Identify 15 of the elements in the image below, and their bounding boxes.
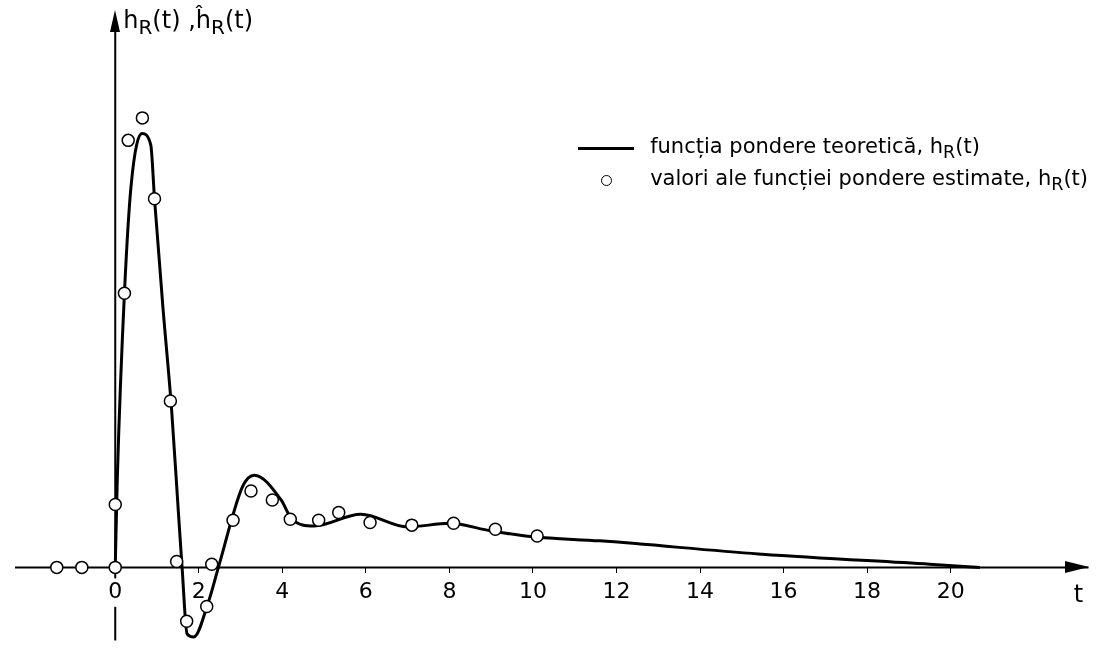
x-tick-label: 16 (769, 578, 798, 604)
y-axis-title: h$_{R}$(t) ,ĥ$_{R}$(t) (123, 6, 254, 39)
x-tick-label: 20 (936, 578, 965, 604)
x-tick-label: 0 (108, 578, 123, 604)
legend-label: valori ale funcției pondere estimate, h$_{R}$(t) (650, 166, 1088, 195)
x-tick-label: 14 (686, 578, 715, 604)
legend-label: funcția pondere teoretică, h$_{R}$(t) (650, 134, 980, 163)
x-tick-label: 12 (602, 578, 631, 604)
x-tick-label: 2 (191, 578, 206, 604)
x-tick-label: 18 (853, 578, 882, 604)
x-tick-label: 6 (358, 578, 373, 604)
x-tick-label: 4 (275, 578, 290, 604)
x-tick-label: 10 (518, 578, 547, 604)
x-axis-title: t (1073, 579, 1084, 608)
x-tick-label: 8 (442, 578, 457, 604)
